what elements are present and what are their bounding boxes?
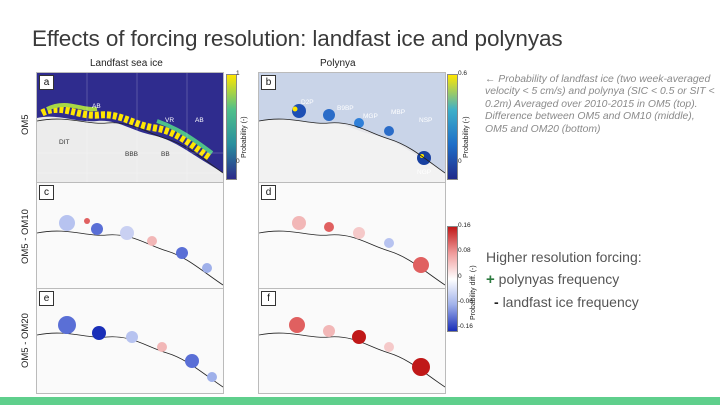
bottom-accent-bar xyxy=(0,397,720,405)
panel-label-e: e xyxy=(39,291,54,306)
panel-f-polynya-diff-om20: f xyxy=(258,288,446,394)
colorbar-diff-title: Probability diff. (-) xyxy=(470,265,477,320)
colorbar-diff-tick: -0.16 xyxy=(458,323,473,330)
colorbar-diff-tick: 0.16 xyxy=(458,222,471,229)
slide-title: Effects of forcing resolution: landfast … xyxy=(32,26,563,51)
colorbar-b-tick: 0.6 xyxy=(458,70,468,77)
findings-plus-line: + polynyas frequency xyxy=(486,268,642,291)
panel-b-polynya-om5: b D2P B9BP MGP MBP NSP NGP xyxy=(258,72,446,184)
region-label-nsp: NSP xyxy=(419,117,433,124)
colorbar-b-tick: 0 xyxy=(458,158,462,165)
figure-panel-grid: Landfast sea ice Polynya OM5 OM5 - OM10 … xyxy=(20,58,478,394)
colorbar-b-title: Probability (-) xyxy=(463,116,470,158)
panel-c-landfast-diff-om10: c xyxy=(36,182,224,294)
panel-label-a: a xyxy=(39,75,54,90)
colorbar-a-tick: 1 xyxy=(236,70,240,77)
minus-icon: - xyxy=(494,294,499,310)
findings-block: Higher resolution forcing: + polynyas fr… xyxy=(486,246,642,313)
colorbar-polynya xyxy=(447,74,458,180)
region-label-bbb: BBB xyxy=(125,151,139,158)
region-label-dit: DIT xyxy=(59,139,70,146)
colorbar-diff-tick: 0.08 xyxy=(458,247,471,254)
panel-label-c: c xyxy=(39,185,54,200)
findings-minus-line: - landfast ice frequency xyxy=(486,291,642,313)
colorbar-landfast xyxy=(226,74,237,180)
region-label-ngp: NGP xyxy=(417,169,432,176)
row-label-om5-om10: OM5 - OM10 xyxy=(20,209,31,264)
row-label-om5: OM5 xyxy=(20,114,31,135)
panel-a-landfast-om5: a AB VR AB DIT BBB BB xyxy=(36,72,224,184)
region-label-mbp: MBP xyxy=(391,109,406,116)
region-label-mgp: MGP xyxy=(363,113,378,120)
panel-label-b: b xyxy=(261,75,276,90)
panel-e-landfast-diff-om20: e xyxy=(36,288,224,394)
colorbar-diff-tick: 0 xyxy=(458,273,462,280)
colorbar-a-title: Probability (-) xyxy=(241,116,248,158)
column-header-landfast: Landfast sea ice xyxy=(90,58,163,69)
findings-minus-text: landfast ice frequency xyxy=(502,294,639,310)
panel-label-d: d xyxy=(261,185,276,200)
colorbar-a-tick: 0 xyxy=(236,158,240,165)
region-label-bb: BB xyxy=(161,151,170,158)
figure-caption: ← Probability of landfast ice (two week-… xyxy=(485,74,715,136)
panel-d-polynya-diff-om10: d xyxy=(258,182,446,294)
colorbar-diff-tick: -0.08 xyxy=(458,298,473,305)
row-label-om5-om20: OM5 - OM20 xyxy=(20,313,31,368)
caption-text: Probability of landfast ice (two week-av… xyxy=(485,74,715,135)
plus-icon: + xyxy=(486,271,495,288)
left-arrow-icon: ← xyxy=(485,74,496,85)
findings-heading: Higher resolution forcing: xyxy=(486,249,642,265)
region-label-vr: VR xyxy=(165,117,175,124)
panel-label-f: f xyxy=(261,291,276,306)
findings-plus-text: polynyas frequency xyxy=(498,271,620,287)
region-label-ab: AB xyxy=(92,103,101,110)
region-label-b9bp: B9BP xyxy=(337,105,354,112)
region-label-d2p: D2P xyxy=(301,99,314,106)
column-header-polynya: Polynya xyxy=(320,58,356,69)
region-label-ab-2: AB xyxy=(195,117,204,124)
colorbar-difference xyxy=(447,226,458,332)
